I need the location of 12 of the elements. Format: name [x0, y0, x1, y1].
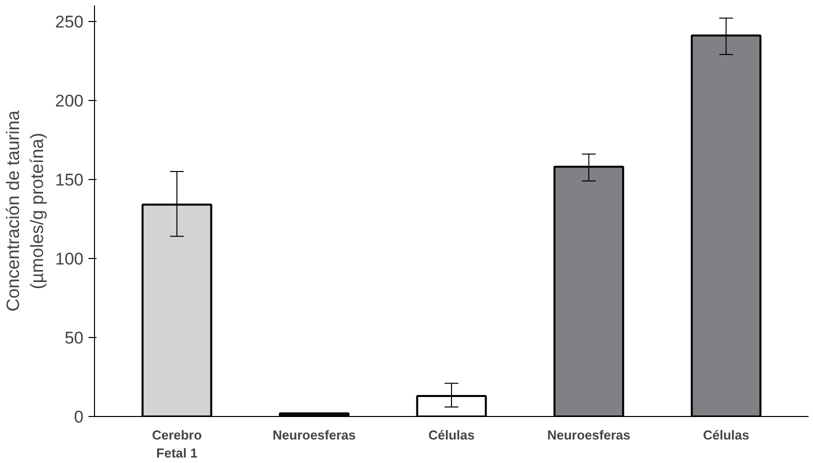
y-tick-label: 200: [55, 91, 84, 110]
y-tick-label: 100: [55, 249, 84, 268]
x-tick-label: Neuroesferas: [547, 428, 630, 442]
y-tick-label: 250: [55, 12, 84, 32]
y-tick-label: 0: [74, 408, 84, 426]
y-axis-title: Concentración de taurina (µmoles/g proteína): [3, 109, 48, 312]
y-tick-label: 150: [55, 170, 84, 190]
y-tick-label: 50: [64, 328, 84, 348]
x-tick-label: Células: [428, 428, 475, 442]
x-tick-label: Neuroesferas: [272, 428, 356, 442]
x-tick-label: Células: [702, 428, 750, 442]
x-tick-label: Cerebro Fetal 1: [152, 428, 202, 460]
